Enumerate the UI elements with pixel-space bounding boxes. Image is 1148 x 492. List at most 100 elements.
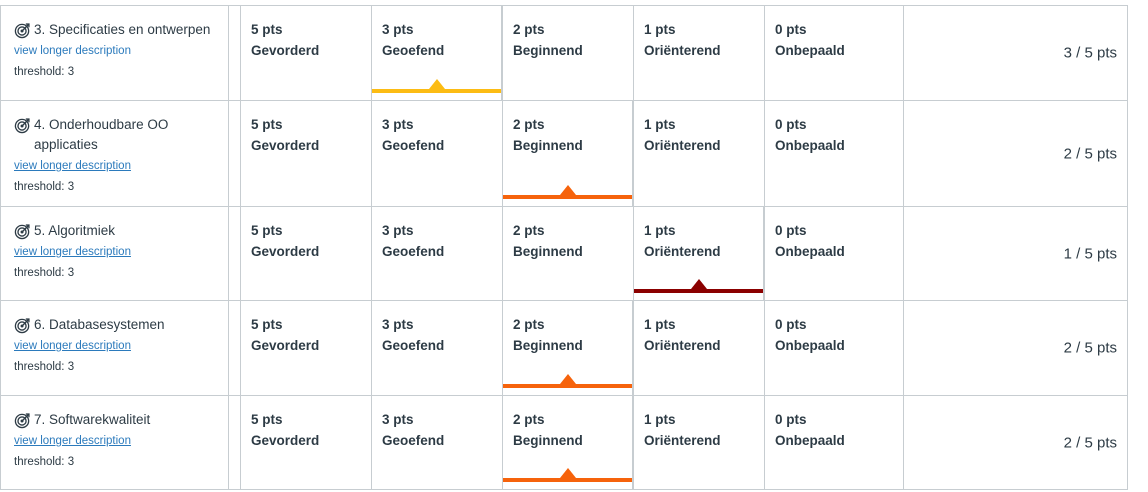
rating-label: Onbepaald (775, 338, 845, 353)
rating-option[interactable]: 0 pts Onbepaald (764, 301, 895, 395)
rating-label: Gevorderd (251, 433, 320, 448)
criterion-cell: 7. Softwarekwaliteit view longer descript… (0, 396, 229, 489)
rating-points: 0 pts (775, 117, 807, 132)
rating-option[interactable]: 0 pts Onbepaald (764, 396, 895, 489)
rating-label: Geoefend (382, 138, 445, 153)
rating-option[interactable]: 2 pts Beginnend (502, 207, 633, 300)
criterion-score-cell: 1 / 5 pts (903, 207, 1128, 300)
rating-option-selected[interactable]: 2 pts Beginnend (502, 101, 633, 206)
criterion-score: 3 / 5 pts (1063, 44, 1117, 62)
rating-option[interactable]: 1 pts Oriënterend (633, 301, 764, 395)
rating-label: Oriënterend (644, 433, 721, 448)
ratings-group: 5 pts Gevorderd 3 pts Geoefend 2 pts Beginnen… (240, 6, 903, 100)
rating-points: 0 pts (775, 317, 807, 332)
ratings-group: 5 pts Gevorderd 3 pts Geoefend 2 pts Beginnen… (240, 207, 903, 300)
rating-label: Onbepaald (775, 433, 845, 448)
rating-option[interactable]: 5 pts Gevorderd (240, 207, 371, 300)
threshold-label: threshold: 3 (14, 66, 75, 78)
criterion-score-cell: 3 / 5 pts (903, 6, 1128, 100)
rating-option[interactable]: 3 pts Geoefend (371, 207, 502, 300)
rating-option-selected[interactable]: 1 pts Oriënterend (633, 207, 764, 300)
threshold-label: threshold: 3 (14, 267, 75, 279)
criterion-score: 2 / 5 pts (1063, 145, 1117, 162)
rating-label: Beginnend (513, 244, 583, 259)
rating-points: 3 pts (382, 117, 414, 132)
rating-points: 1 pts (644, 412, 676, 427)
rating-label: Oriënterend (644, 138, 721, 153)
outcome-target-icon (14, 412, 31, 429)
rating-label: Beginnend (513, 138, 583, 153)
rating-option[interactable]: 5 pts Gevorderd (240, 6, 371, 100)
rating-option[interactable]: 2 pts Beginnend (502, 6, 633, 100)
criterion-score-cell: 2 / 5 pts (903, 396, 1128, 489)
view-longer-description-link[interactable]: view longer description (14, 340, 131, 352)
criterion-title-text: 5. Algoritmiek (34, 223, 116, 238)
rating-option[interactable]: 5 pts Gevorderd (240, 396, 371, 489)
rating-label: Onbepaald (775, 43, 845, 58)
criterion-row: 6. Databasesystemen view longer descripti… (0, 300, 1128, 395)
outcome-target-icon (14, 22, 31, 39)
rating-points: 2 pts (513, 117, 545, 132)
criterion-title: 4. Onderhoudbare OO applicaties (14, 115, 224, 155)
rating-points: 3 pts (382, 223, 414, 238)
rating-points: 5 pts (251, 22, 283, 37)
selected-indicator-bar (634, 289, 763, 293)
criterion-cell: 6. Databasesystemen view longer descripti… (0, 301, 229, 395)
selected-indicator-triangle (559, 468, 576, 478)
criterion-title: 3. Specificaties en ontwerpen (14, 20, 224, 40)
rating-label: Gevorderd (251, 244, 320, 259)
rating-points: 5 pts (251, 412, 283, 427)
ratings-group: 5 pts Gevorderd 3 pts Geoefend 2 pts Beginnen… (240, 301, 903, 395)
rating-option[interactable]: 3 pts Geoefend (371, 101, 502, 206)
criterion-title: 7. Softwarekwaliteit (14, 410, 224, 430)
rating-option[interactable]: 3 pts Geoefend (371, 396, 502, 489)
criterion-score-cell: 2 / 5 pts (903, 101, 1128, 206)
outcome-target-icon (14, 117, 31, 134)
selected-indicator-bar (503, 384, 632, 388)
rating-points: 0 pts (775, 223, 807, 238)
rating-points: 5 pts (251, 117, 283, 132)
rating-label: Beginnend (513, 338, 583, 353)
rating-points: 2 pts (513, 22, 545, 37)
threshold-label: threshold: 3 (14, 181, 75, 193)
rating-option[interactable]: 1 pts Oriënterend (633, 396, 764, 489)
criterion-score: 2 / 5 pts (1063, 339, 1117, 357)
rating-points: 3 pts (382, 412, 414, 427)
rating-option[interactable]: 3 pts Geoefend (371, 301, 502, 395)
view-longer-description-link[interactable]: view longer description (14, 45, 131, 57)
criterion-title-text: 6. Databasesystemen (34, 317, 165, 332)
rating-option[interactable]: 5 pts Gevorderd (240, 301, 371, 395)
rating-option[interactable]: 0 pts Onbepaald (764, 6, 895, 100)
selected-indicator-triangle (559, 185, 576, 195)
rating-points: 5 pts (251, 317, 283, 332)
rating-option[interactable]: 5 pts Gevorderd (240, 101, 371, 206)
criterion-title-text: 3. Specificaties en ontwerpen (34, 22, 211, 37)
rating-points: 0 pts (775, 22, 807, 37)
rating-label: Oriënterend (644, 338, 721, 353)
rating-option[interactable]: 0 pts Onbepaald (764, 101, 895, 206)
criterion-title: 6. Databasesystemen (14, 315, 224, 335)
rating-label: Beginnend (513, 43, 583, 58)
rating-label: Geoefend (382, 338, 445, 353)
rating-option[interactable]: 1 pts Oriënterend (633, 6, 764, 100)
rating-label: Geoefend (382, 43, 445, 58)
outcome-target-icon (14, 317, 31, 334)
threshold-label: threshold: 3 (14, 361, 75, 373)
criterion-score-cell: 2 / 5 pts (903, 301, 1128, 395)
criterion-cell: 3. Specificaties en ontwerpen view longer… (0, 6, 229, 100)
view-longer-description-link[interactable]: view longer description (14, 435, 131, 447)
view-longer-description-link[interactable]: view longer description (14, 246, 131, 258)
rating-points: 1 pts (644, 223, 676, 238)
rating-points: 3 pts (382, 317, 414, 332)
rating-points: 0 pts (775, 412, 807, 427)
rating-label: Onbepaald (775, 244, 845, 259)
rating-option-selected[interactable]: 2 pts Beginnend (502, 301, 633, 395)
rating-option[interactable]: 1 pts Oriënterend (633, 101, 764, 206)
rating-option[interactable]: 0 pts Onbepaald (764, 207, 895, 300)
view-longer-description-link[interactable]: view longer description (14, 160, 131, 172)
rating-points: 2 pts (513, 317, 545, 332)
rating-option-selected[interactable]: 2 pts Beginnend (502, 396, 633, 489)
criterion-title-text: 4. Onderhoudbare OO applicaties (34, 117, 169, 152)
rating-option-selected[interactable]: 3 pts Geoefend (371, 6, 502, 100)
criterion-row: 3. Specificaties en ontwerpen view longer… (0, 5, 1128, 100)
